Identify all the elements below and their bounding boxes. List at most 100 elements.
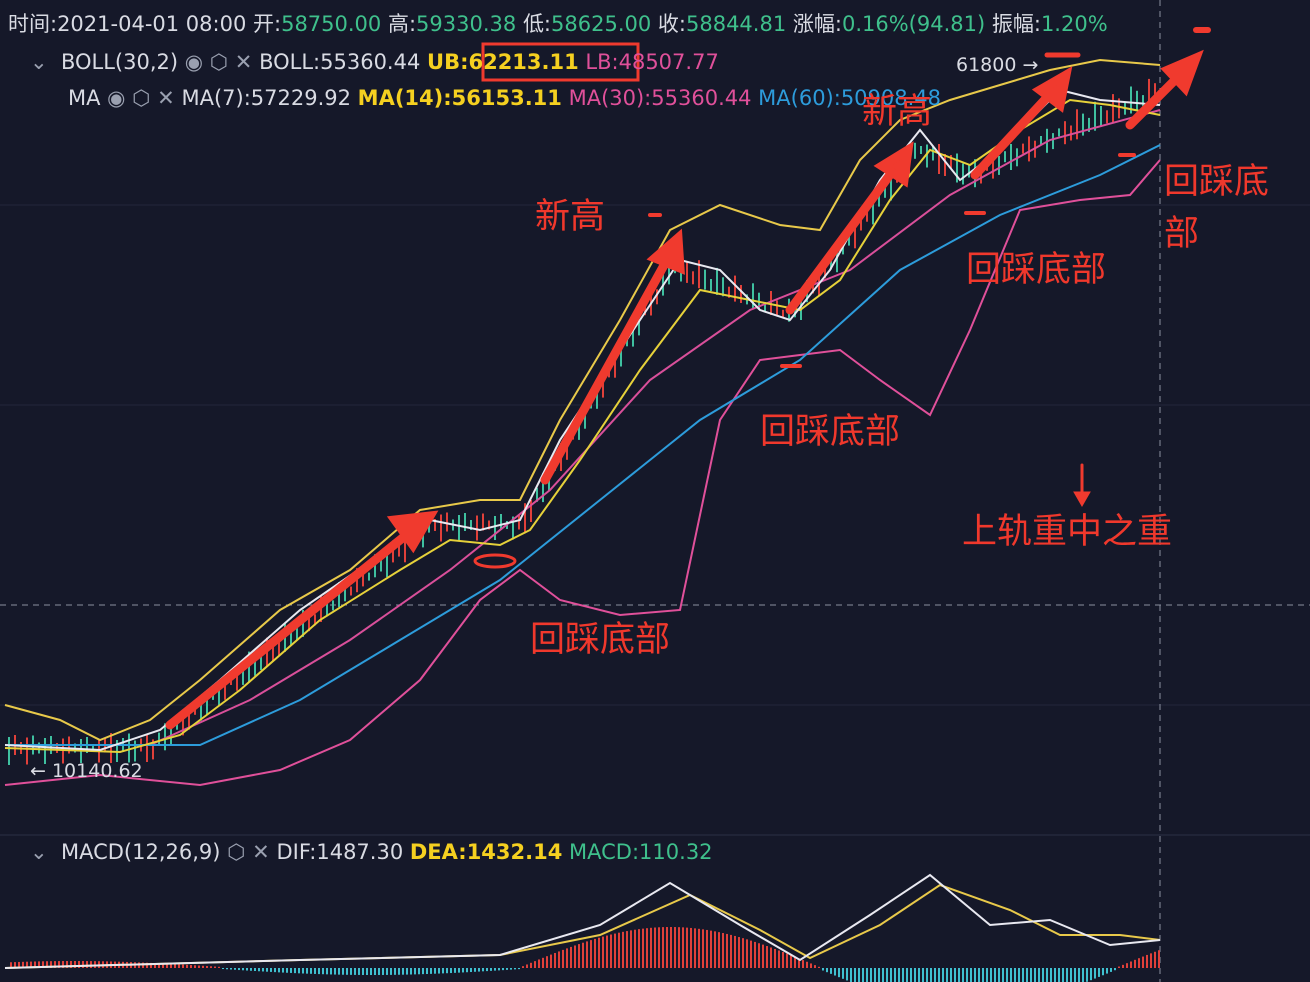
histogram-bar	[286, 968, 288, 973]
histogram-bar	[1034, 968, 1036, 982]
histogram-bar	[650, 927, 652, 968]
candle	[344, 584, 346, 602]
histogram-bar	[614, 933, 616, 968]
histogram-bar	[146, 962, 148, 968]
macd-value: MACD:110.32	[569, 840, 713, 864]
candle	[500, 514, 502, 530]
histogram-bar	[310, 968, 312, 974]
candle	[350, 586, 352, 596]
histogram-bar	[338, 968, 340, 975]
macd-row: ⌄ MACD(12,26,9) ⬡ ✕ DIF:1487.30 DEA:1432…	[30, 839, 713, 865]
histogram-bar	[722, 933, 724, 968]
histogram-bar	[874, 968, 876, 982]
candle	[584, 409, 586, 429]
settings-icon[interactable]: ⬡ ✕	[227, 840, 270, 864]
candle	[1004, 151, 1006, 163]
histogram-bar	[974, 968, 976, 982]
histogram-bar	[30, 961, 32, 968]
histogram-bar	[1146, 954, 1148, 968]
histogram-bar	[398, 968, 400, 975]
histogram-bar	[506, 968, 508, 970]
histogram-bar	[434, 968, 436, 974]
time: 时间:2021-04-01 08:00	[8, 12, 247, 36]
histogram-bar	[494, 968, 496, 971]
histogram-bar	[634, 929, 636, 968]
histogram-bar	[710, 930, 712, 968]
histogram-bar	[1094, 968, 1096, 979]
candle	[638, 319, 640, 336]
histogram-bar	[694, 928, 696, 968]
histogram-bar	[302, 968, 304, 974]
candle	[692, 271, 694, 285]
collapse-icon[interactable]: ⌄	[30, 50, 48, 74]
histogram-bar	[262, 968, 264, 972]
macd-pane	[10, 927, 1160, 982]
histogram-bar	[750, 940, 752, 968]
histogram-bar	[182, 964, 184, 968]
histogram-bar	[714, 931, 716, 968]
histogram-bar	[982, 968, 984, 982]
label: 涨幅:	[792, 12, 842, 36]
candle	[332, 600, 334, 611]
boll-ub: UB:62213.11	[427, 50, 579, 74]
histogram-bar	[858, 968, 860, 982]
histogram-bar	[446, 968, 448, 974]
histogram-bar	[318, 968, 320, 975]
histogram-bar	[442, 968, 444, 974]
histogram-bar	[794, 956, 796, 968]
histogram-bar	[1066, 968, 1068, 982]
histogram-bar	[246, 968, 248, 971]
candle	[398, 542, 400, 557]
candle	[128, 733, 130, 763]
histogram-bar	[450, 968, 452, 974]
histogram-bar	[726, 933, 728, 968]
candle	[878, 188, 880, 207]
candle	[926, 144, 928, 168]
indicator-name: BOLL(30,2)	[60, 50, 179, 74]
header: 时间:2021-04-01 08:00 开:58750.00 高:59330.3…	[8, 11, 1108, 37]
candle	[488, 520, 490, 530]
histogram-bar	[934, 968, 936, 982]
histogram-bar	[1026, 968, 1028, 982]
label: 高:	[387, 12, 417, 36]
histogram-bar	[230, 968, 232, 970]
value: 0.16%(94.81)	[841, 12, 986, 36]
histogram-bar	[990, 968, 992, 982]
eye-icon[interactable]: ◉ ⬡ ✕	[107, 86, 175, 110]
candle	[158, 732, 160, 745]
histogram-bar	[570, 946, 572, 968]
candle	[44, 738, 46, 764]
histogram-bar	[598, 937, 600, 968]
candle	[890, 175, 892, 201]
arrow	[540, 253, 673, 485]
candle	[1106, 110, 1108, 124]
dea: DEA:1432.14	[409, 840, 563, 864]
candle	[38, 742, 40, 754]
histogram-bar	[926, 968, 928, 982]
collapse-icon[interactable]: ⌄	[30, 840, 48, 864]
histogram-bar	[554, 952, 556, 968]
eye-icon[interactable]: ◉ ⬡ ✕	[184, 50, 253, 74]
histogram-bar	[410, 968, 412, 975]
histogram-bar	[846, 968, 848, 981]
histogram-bar	[382, 968, 384, 975]
candle	[1118, 98, 1120, 119]
histogram-bar	[242, 968, 244, 971]
histogram-bar	[18, 961, 20, 968]
value: 1.20%	[1040, 12, 1108, 36]
candle	[368, 572, 370, 581]
histogram-bar	[574, 945, 576, 968]
candle	[1028, 136, 1030, 162]
histogram-bar	[566, 948, 568, 968]
histogram-bar	[458, 968, 460, 973]
candle	[752, 283, 754, 309]
histogram-bar	[810, 963, 812, 968]
histogram-bar	[646, 928, 648, 968]
candle	[542, 473, 544, 503]
histogram-bar	[62, 961, 64, 968]
arrow	[165, 527, 415, 730]
candle	[512, 516, 514, 540]
histogram-bar	[282, 968, 284, 973]
candle	[1064, 121, 1066, 145]
histogram-bar	[1014, 968, 1016, 982]
